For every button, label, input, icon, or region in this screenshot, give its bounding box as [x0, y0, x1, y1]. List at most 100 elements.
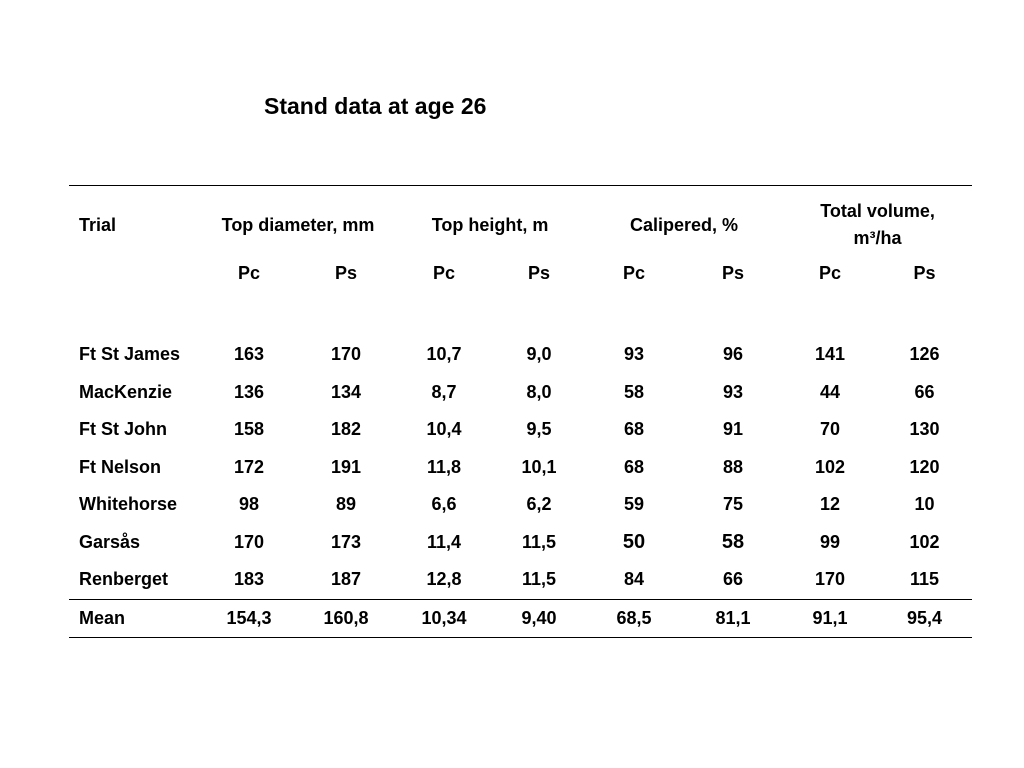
table-cell: 170: [815, 569, 846, 590]
header-row: Trial Top diameter, mm Top height, m Cal…: [69, 185, 973, 261]
table-cell: 10,4: [426, 419, 462, 440]
table-cell: 134: [330, 381, 362, 402]
table-cell: 6,2: [526, 494, 552, 515]
table-cell: 170: [330, 344, 362, 365]
table-cell: 9,5: [526, 419, 552, 440]
table-cell: 10: [914, 494, 935, 515]
table-cell: 158: [233, 419, 265, 440]
subheader-cell: Pc: [819, 262, 842, 283]
table-cell: 126: [909, 344, 940, 365]
trial-name: Garsås: [79, 531, 141, 552]
table-cell: 102: [815, 456, 846, 477]
mean-label: Mean: [69, 598, 201, 638]
table-cell: 66: [723, 569, 744, 590]
table-cell: 173: [330, 531, 362, 552]
table-cell: 96: [723, 344, 744, 365]
header-top-height: Top height, m: [395, 185, 586, 261]
table-row: Ft St James 163 170 10,7 9,0 93 96 141 1…: [69, 336, 972, 374]
table-cell: 70: [820, 419, 841, 440]
mean-cell: 160,8: [297, 598, 396, 638]
table-cell: 8,0: [526, 381, 552, 402]
table-cell: 89: [335, 494, 357, 515]
subheader-cell: Pc: [237, 262, 261, 283]
table-cell: 75: [723, 494, 744, 515]
header-calipered: Calipered, %: [585, 185, 784, 261]
subheader-cell: Pc: [623, 262, 646, 283]
table-cell: 88: [723, 456, 744, 477]
subheader-empty: [69, 261, 201, 285]
header-total-volume-line2: m³/ha: [853, 228, 902, 248]
table-cell: 98: [238, 494, 260, 515]
table-cell: 6,6: [431, 494, 457, 515]
table-cell: 9,0: [526, 344, 552, 365]
table-cell: 10,1: [521, 456, 557, 477]
table-cell: 66: [914, 381, 935, 402]
mean-row: Mean 154,3 160,8 10,34 9,40 68,5 81,1 91…: [69, 598, 973, 638]
subheader-cell: Pc: [433, 262, 456, 283]
header-total-volume: Total volume, m³/ha: [783, 185, 973, 261]
trial-name: Whitehorse: [79, 494, 178, 515]
subheader-cell: Ps: [528, 262, 551, 283]
table-cell: 8,7: [431, 381, 457, 402]
table-cell: 12,8: [426, 569, 462, 590]
mean-cell: 9,40: [493, 598, 586, 638]
table-cell: 84: [624, 569, 645, 590]
stand-data-table: Trial Top diameter, mm Top height, m Cal…: [69, 185, 973, 638]
trial-name: Ft Nelson: [79, 456, 162, 477]
table-cell: 163: [233, 344, 265, 365]
mean-cell: 81,1: [683, 598, 784, 638]
table-cell: 91: [723, 419, 744, 440]
table-cell: 59: [624, 494, 645, 515]
header-top-diameter: Top diameter, mm: [201, 185, 396, 261]
table-row: Ft Nelson 172 191 11,8 10,1 68 88 102 12…: [69, 449, 972, 487]
trial-name: Ft St James: [79, 344, 181, 365]
slide-title: Stand data at age 26: [264, 93, 487, 119]
table-row: Garsås 170 173 11,4 11,5 50 58 99 102: [69, 524, 972, 562]
subheader-cell: Ps: [913, 262, 936, 283]
table-row: Ft St John 158 182 10,4 9,5 68 91 70 130: [69, 411, 972, 449]
table-cell: 130: [909, 419, 940, 440]
table-cell: 102: [909, 531, 940, 552]
table-cell: 11,4: [426, 531, 462, 552]
table-cell: 136: [233, 381, 265, 402]
table-cell: 58: [624, 381, 645, 402]
table-cell: 120: [909, 456, 940, 477]
table-cell: 115: [910, 569, 940, 590]
table-cell: 58: [721, 530, 745, 553]
subheader-cell: Ps: [334, 262, 358, 283]
trial-name: MacKenzie: [79, 381, 173, 402]
table-cell: 68: [624, 419, 645, 440]
subheader-cell: Ps: [722, 262, 745, 283]
mean-cell: 154,3: [201, 598, 297, 638]
mean-cell: 91,1: [783, 598, 878, 638]
table-cell: 11,8: [426, 456, 462, 477]
table-cell: 93: [624, 344, 645, 365]
spacer-row: [69, 285, 972, 336]
table-cell: 172: [233, 456, 265, 477]
trial-name: Ft St John: [79, 419, 167, 440]
table-cell: 50: [622, 530, 646, 553]
table-cell: 11,5: [521, 531, 557, 552]
table-cell: 99: [820, 531, 841, 552]
trial-name: Renberget: [79, 569, 169, 590]
mean-cell: 10,34: [395, 598, 494, 638]
table-cell: 44: [820, 381, 841, 402]
table-cell: 11,5: [521, 569, 557, 590]
subheader-row: Pc Ps Pc Ps Pc Ps Pc Ps: [69, 261, 972, 285]
table-cell: 187: [330, 569, 362, 590]
mean-cell: 68,5: [585, 598, 684, 638]
header-trial: Trial: [69, 185, 201, 261]
table-cell: 93: [723, 381, 744, 402]
table-cell: 182: [330, 419, 362, 440]
table-row: MacKenzie 136 134 8,7 8,0 58 93 44 66: [69, 374, 972, 412]
header-total-volume-line1: Total volume,: [820, 201, 935, 221]
mean-cell: 95,4: [877, 598, 973, 638]
table-cell: 141: [815, 344, 846, 365]
table-cell: 12: [820, 494, 841, 515]
table-row: Renberget 183 187 12,8 11,5 84 66 170 11…: [69, 561, 972, 599]
table-cell: 68: [624, 456, 645, 477]
table-cell: 10,7: [426, 344, 462, 365]
table-cell: 183: [233, 569, 265, 590]
table-cell: 170: [233, 531, 265, 552]
table-row: Whitehorse 98 89 6,6 6,2 59 75 12 10: [69, 486, 972, 524]
